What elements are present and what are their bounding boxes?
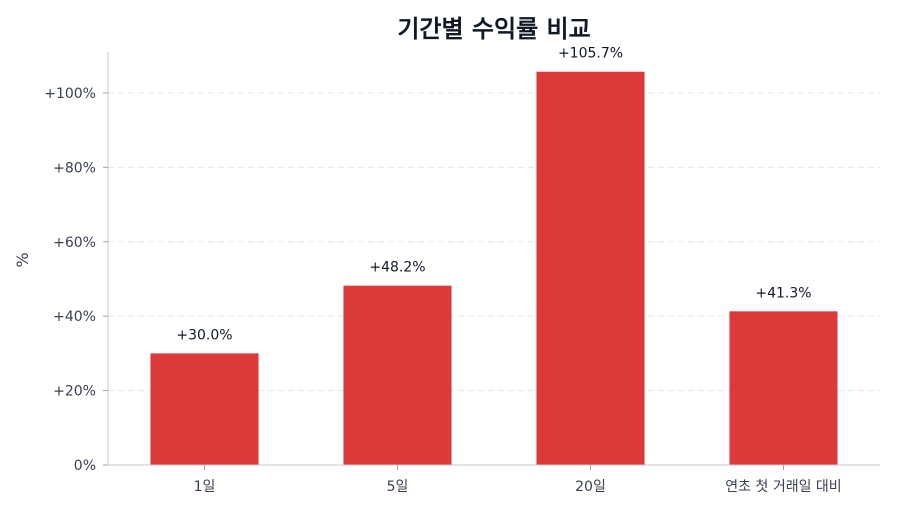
- chart-title: 기간별 수익률 비교: [397, 15, 590, 43]
- y-tick-labels: 0% +20% +40% +60% +80% +100%: [44, 86, 108, 474]
- data-label: +30.0%: [176, 327, 232, 343]
- bar: [343, 285, 452, 465]
- data-labels: +30.0% +48.2% +105.7% +41.3%: [176, 46, 811, 344]
- x-tick-label: 1일: [194, 479, 216, 495]
- bar: [150, 353, 259, 465]
- axes: [107, 52, 880, 466]
- y-tick-label: +100%: [44, 86, 96, 102]
- y-tick-label: +20%: [53, 384, 96, 400]
- x-tick-label: 20일: [575, 479, 606, 495]
- data-label: +41.3%: [755, 285, 811, 301]
- x-tick-label: 연초 첫 거래일 대비: [725, 479, 841, 495]
- y-axis-label: %: [13, 252, 32, 267]
- x-tick-label: 5일: [387, 479, 409, 495]
- data-label: +105.7%: [558, 46, 623, 62]
- y-tick-label: +40%: [53, 309, 96, 325]
- y-tick-label: +60%: [53, 235, 96, 251]
- y-tick-label: 0%: [74, 458, 96, 474]
- data-label: +48.2%: [369, 260, 425, 276]
- x-tick-labels: 1일 5일 20일 연초 첫 거래일 대비: [194, 465, 842, 495]
- bar: [729, 311, 838, 465]
- y-tick-label: +80%: [53, 160, 96, 176]
- bars: [150, 71, 838, 465]
- bar: [536, 71, 645, 465]
